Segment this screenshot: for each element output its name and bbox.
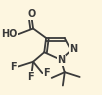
Text: HO: HO [1, 29, 18, 39]
Text: O: O [28, 9, 36, 19]
Text: N: N [57, 55, 66, 65]
Text: F: F [43, 68, 50, 78]
Text: F: F [27, 72, 34, 82]
Text: N: N [70, 44, 78, 54]
Text: F: F [11, 61, 17, 72]
